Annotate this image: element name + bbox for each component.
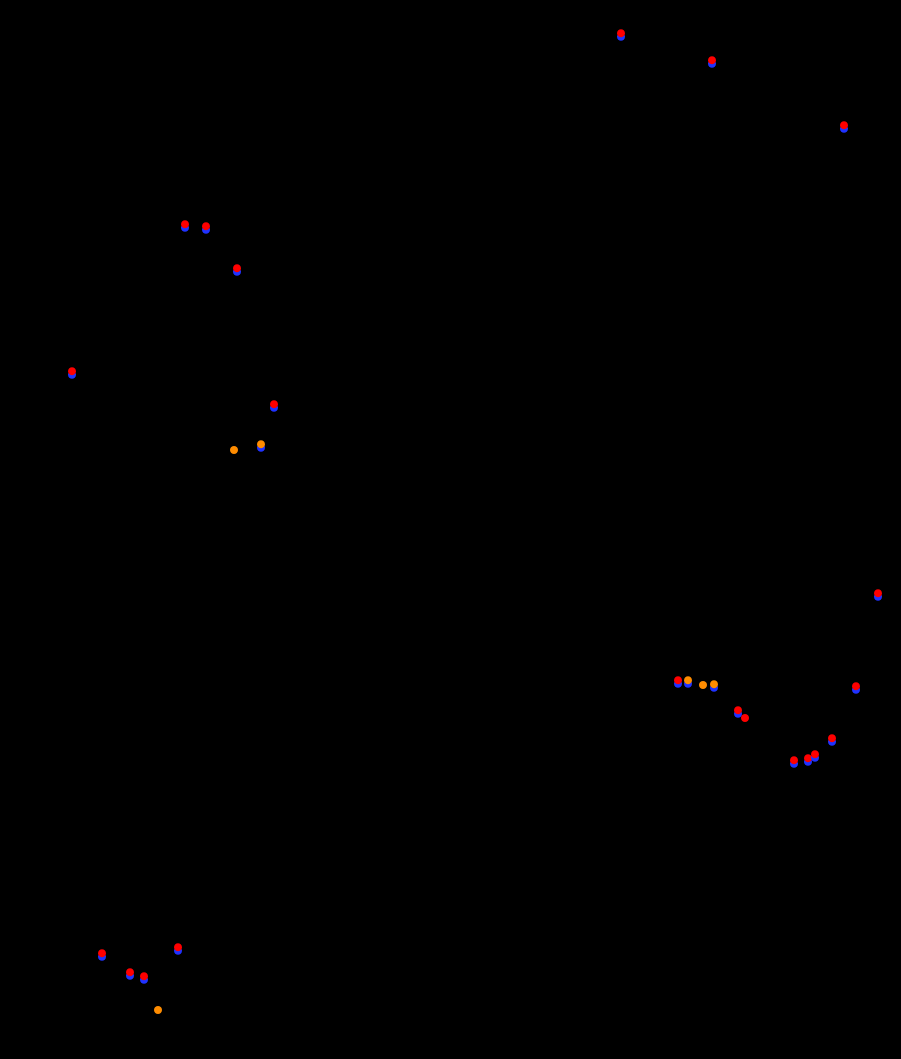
data-point [741,714,749,722]
data-point [98,949,106,957]
data-point [174,943,182,951]
data-point [181,220,189,228]
data-point [708,56,716,64]
data-point [126,968,134,976]
data-point [230,446,238,454]
data-point [617,29,625,37]
plot-background [0,0,901,1059]
data-point [852,682,860,690]
data-point [154,1006,162,1014]
data-point [233,264,241,272]
data-point [790,756,798,764]
data-point [270,400,278,408]
data-point [674,676,682,684]
data-point [257,440,265,448]
data-point [710,680,718,688]
data-point [734,706,742,714]
data-point [828,734,836,742]
scatter-plot [0,0,901,1059]
data-point [68,367,76,375]
data-point [140,972,148,980]
data-point [699,681,707,689]
data-point [202,222,210,230]
data-point [874,589,882,597]
data-point [684,676,692,684]
data-point [840,121,848,129]
data-point [811,750,819,758]
data-point [804,754,812,762]
